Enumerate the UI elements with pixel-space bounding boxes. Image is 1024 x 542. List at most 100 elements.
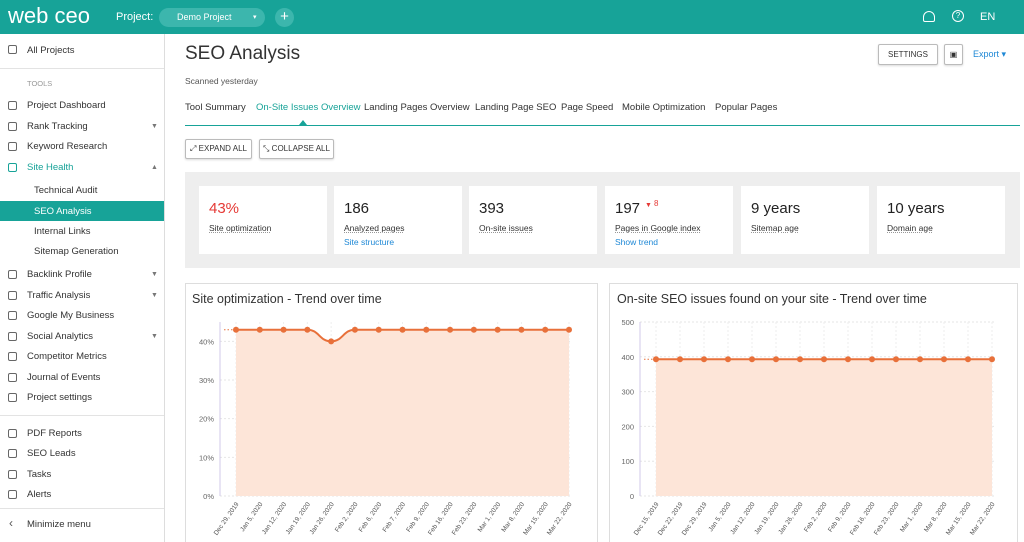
icon <box>8 470 17 479</box>
point <box>375 326 382 333</box>
point <box>869 356 875 363</box>
language[interactable]: EN <box>980 11 996 23</box>
dropdown-arrow: ▾ <box>253 14 257 21</box>
stat-card: 186 Analyzed pages Site structure <box>334 186 462 254</box>
point <box>351 326 358 333</box>
card-label: Analyzed pages <box>344 223 405 233</box>
icon <box>8 45 17 54</box>
tab[interactable]: Page Speed <box>561 102 614 113</box>
point <box>845 356 851 363</box>
users-icon[interactable] <box>923 11 935 22</box>
card-link[interactable]: Site structure <box>344 237 395 247</box>
chevron-left: ‹ <box>9 516 13 530</box>
submenu-item[interactable]: SEO Analysis <box>34 206 92 217</box>
tab[interactable]: Landing Pages Overview <box>364 102 470 113</box>
y-tick-label: 100 <box>621 457 634 466</box>
card-label: Site optimization <box>209 223 272 233</box>
chart-title: Site optimization - Trend over time <box>192 292 382 306</box>
point <box>965 356 971 363</box>
card-label: Domain age <box>887 223 933 233</box>
point <box>821 356 827 363</box>
logo[interactable]: web ceo <box>8 3 90 28</box>
project-name: Demo Project <box>177 12 232 22</box>
submenu-item[interactable]: Internal Links <box>34 226 91 237</box>
stat-card: 43% Site optimization <box>199 186 327 254</box>
menu-item[interactable]: SEO Leads <box>27 448 76 459</box>
menu-item[interactable]: Project Dashboard <box>27 100 106 111</box>
expand-arrow: ▼ <box>151 271 158 278</box>
icon <box>8 490 17 499</box>
menu-item[interactable]: Journal of Events <box>27 372 101 383</box>
point <box>470 326 477 333</box>
menu-item[interactable]: Competitor Metrics <box>27 351 107 362</box>
point <box>893 356 899 363</box>
minimize-menu[interactable]: Minimize menu <box>27 519 91 530</box>
tab[interactable]: Landing Page SEO <box>475 102 557 113</box>
card-link[interactable]: Show trend <box>615 237 658 247</box>
y-tick-label: 500 <box>621 318 634 327</box>
expand-arrow: ▼ <box>151 123 158 130</box>
project-selector[interactable]: Demo Project ▾ <box>159 8 265 27</box>
point <box>256 326 263 333</box>
collapse-all-button[interactable]: ⤡ COLLAPSE ALL <box>259 139 334 159</box>
icon <box>8 393 17 402</box>
tab[interactable]: Popular Pages <box>715 102 778 113</box>
add-button[interactable]: + <box>275 8 294 27</box>
menu-item[interactable]: Rank Tracking <box>27 121 88 132</box>
menu-item[interactable]: PDF Reports <box>27 428 82 439</box>
icon <box>8 373 17 382</box>
menu-item[interactable]: All Projects <box>27 45 75 56</box>
tab[interactable]: Mobile Optimization <box>622 102 706 113</box>
menu-item[interactable]: Site Health <box>27 162 74 173</box>
submenu-item[interactable]: Sitemap Generation <box>34 246 119 257</box>
card-value: 10 years <box>887 200 945 217</box>
tab-pointer <box>299 120 307 125</box>
card-label: Pages in Google index <box>615 223 701 233</box>
icon <box>8 291 17 300</box>
submenu-item[interactable]: Technical Audit <box>34 185 98 196</box>
collapse-arrow: ▲ <box>151 164 158 171</box>
menu-item[interactable]: Tasks <box>27 469 52 480</box>
icon <box>8 142 17 151</box>
icon <box>8 122 17 131</box>
divider <box>0 415 164 416</box>
button-label: EXPAND ALL <box>198 144 247 153</box>
card-value: 43% <box>209 200 240 217</box>
point <box>233 326 239 333</box>
point <box>280 326 287 333</box>
button-label: Export <box>973 49 1000 59</box>
point <box>917 356 923 363</box>
card-label: On-site issues <box>479 223 533 233</box>
tab[interactable]: Tool Summary <box>185 102 246 113</box>
icon <box>8 352 17 361</box>
menu-item[interactable]: Social Analytics <box>27 331 94 342</box>
menu-item[interactable]: Keyword Research <box>27 141 108 152</box>
tab-active[interactable]: On-Site Issues Overview <box>256 102 361 113</box>
change-arrow: ▼ <box>645 202 652 209</box>
point <box>518 326 525 333</box>
area <box>236 329 569 496</box>
settings-button[interactable]: SETTINGS <box>878 44 938 65</box>
expand-all-button[interactable]: ⤢ EXPAND ALL <box>185 139 252 159</box>
icon <box>8 270 17 279</box>
menu-item[interactable]: Backlink Profile <box>27 269 92 280</box>
menu-item[interactable]: Alerts <box>27 489 52 500</box>
stat-card: 10 years Domain age <box>877 186 1005 254</box>
card-change: 8 <box>654 199 659 208</box>
divider <box>0 68 164 69</box>
point <box>653 356 659 363</box>
point <box>989 356 995 363</box>
point <box>423 326 430 333</box>
y-tick-label: 30% <box>199 376 214 385</box>
icon <box>8 449 17 458</box>
export-button[interactable]: Export ▾ <box>973 49 1007 59</box>
menu-item[interactable]: Google My Business <box>27 310 115 321</box>
project-label: Project: <box>116 11 154 23</box>
menu-item[interactable]: Project settings <box>27 392 92 403</box>
menu-item[interactable]: Traffic Analysis <box>27 290 91 301</box>
help-icon[interactable]: ? <box>952 10 964 22</box>
calendar-button[interactable]: ▣ <box>944 44 963 65</box>
point <box>494 326 501 333</box>
icon <box>8 429 17 438</box>
